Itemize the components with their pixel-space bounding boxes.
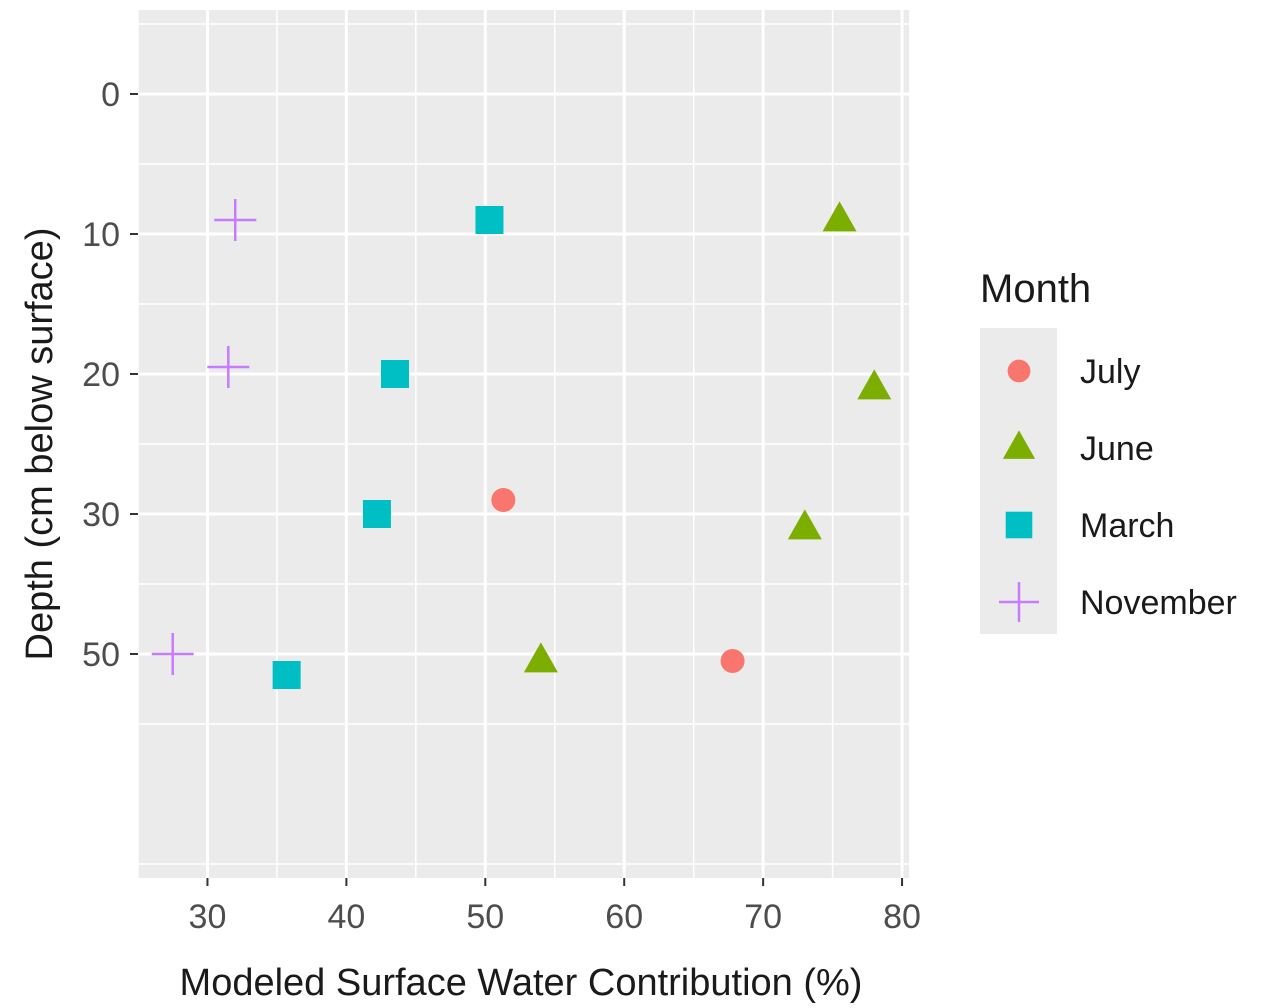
legend-key-november (999, 582, 1039, 622)
data-point-june (523, 642, 558, 673)
x-tick-label: 50 (466, 898, 504, 936)
data-point-june (857, 369, 892, 400)
data-point-november (214, 199, 257, 241)
legend-key-july (1007, 359, 1031, 383)
y-tick-label: 0 (101, 76, 120, 114)
data-point-march (381, 360, 409, 388)
legend-items: July June March November (999, 353, 1237, 622)
legend-label-june: June (1080, 430, 1154, 468)
legend-label-july: July (1080, 353, 1140, 391)
legend-key-march (1005, 511, 1033, 539)
axis-ticks (130, 93, 904, 886)
data-points (151, 199, 892, 689)
y-tick-label: 20 (82, 356, 120, 394)
data-point-march (362, 500, 391, 528)
data-point-march (475, 206, 504, 234)
y-tick-labels: 0 10 20 30 50 (82, 76, 120, 674)
x-tick-label: 60 (605, 898, 643, 936)
y-axis-title: Depth (cm below surface) (19, 228, 61, 661)
legend-title: Month (980, 267, 1091, 311)
x-tick-label: 40 (327, 898, 365, 936)
data-point-november (151, 633, 194, 675)
x-tick-label: 80 (883, 898, 921, 936)
x-axis-title: Modeled Surface Water Contribution (%) (180, 962, 863, 1004)
data-point-november (207, 346, 250, 388)
y-tick-label: 50 (82, 636, 120, 674)
x-tick-labels: 30 40 50 60 70 80 (189, 898, 921, 936)
y-tick-label: 10 (82, 216, 120, 254)
y-tick-label: 30 (82, 496, 120, 534)
data-point-july (720, 649, 745, 673)
data-point-june (822, 201, 857, 232)
legend-label-november: November (1080, 584, 1237, 622)
data-point-july (491, 488, 516, 512)
data-point-march (272, 661, 301, 689)
legend: Month July June March November (980, 267, 1237, 634)
legend-label-march: March (1080, 507, 1174, 545)
x-tick-label: 70 (744, 898, 782, 936)
grid-lines (137, 10, 909, 878)
data-point-june (787, 509, 822, 540)
legend-key-june (1002, 430, 1036, 459)
x-tick-label: 30 (189, 898, 227, 936)
